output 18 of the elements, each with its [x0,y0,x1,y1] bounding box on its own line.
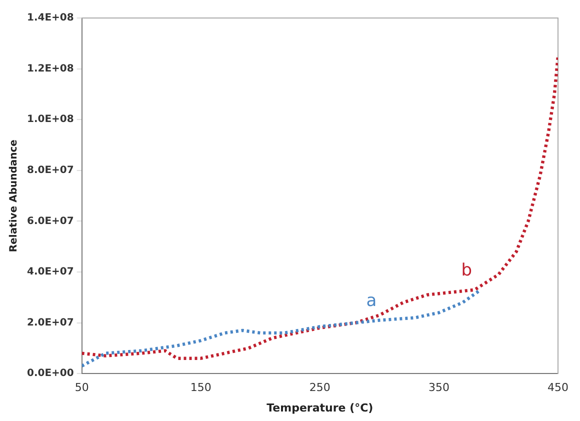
x-tick-label: 250 [309,381,330,394]
x-axis-title: Temperature (°C) [266,401,374,414]
y-tick-label: 2.0E+07 [26,317,74,328]
series-label: a [366,291,377,312]
y-tick-label: 4.0E+07 [26,266,74,278]
y-axis-title: Relative Abundance [8,139,20,252]
y-tick-label: 8.0E+07 [26,164,74,176]
y-tick-label: 1.0E+08 [26,114,74,126]
x-tick-label: 150 [190,381,212,394]
y-tick-label: 0.0E+00 [26,368,74,380]
series-label: b [461,260,472,281]
line-series [82,54,558,360]
x-tick-label: 450 [548,381,568,394]
y-tick-label: 1.2E+08 [26,63,74,74]
x-tick-label: 350 [428,381,450,394]
y-tick-label: 6.0E+07 [26,216,74,227]
x-tick-label: 50 [74,381,89,394]
y-tick-label: 1.4E+08 [26,12,74,24]
